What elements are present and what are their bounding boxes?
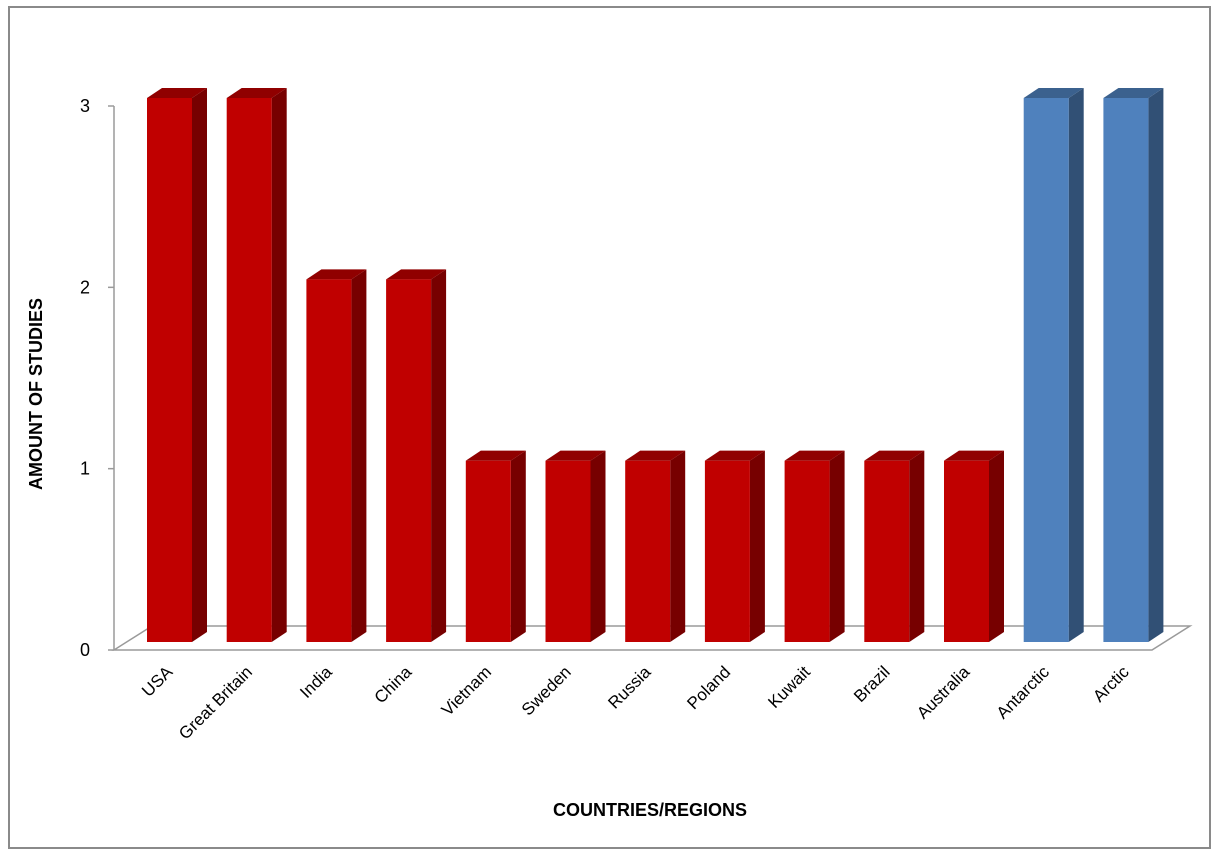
bar-front-face	[386, 279, 432, 642]
x-tick-label: China	[371, 662, 416, 707]
bar-front-face	[1103, 98, 1149, 642]
bar-antarctic	[1023, 88, 1084, 642]
bar-side-face	[670, 450, 686, 642]
x-tick-label: Antarctic	[993, 662, 1054, 723]
bar-side-face	[351, 269, 367, 642]
x-tick-label: Arctic	[1089, 662, 1133, 706]
bar-top-face	[864, 450, 925, 461]
bar-china	[386, 269, 447, 642]
x-axis-title: COUNTRIES/REGIONS	[553, 800, 747, 820]
bar-sweden	[545, 450, 606, 642]
bar-brazil	[864, 450, 925, 642]
bar-top-face	[704, 450, 765, 461]
bar-side-face	[590, 450, 606, 642]
bar-side-face	[271, 88, 287, 642]
bar-front-face	[944, 460, 989, 642]
bar-side-face	[989, 450, 1004, 642]
bar-arctic	[1103, 88, 1164, 642]
x-tick-label: Vietnam	[438, 662, 495, 719]
bar-side-face	[749, 450, 765, 642]
bar-top-face	[944, 450, 1004, 461]
bar-great-britain	[226, 88, 287, 642]
bar-top-face	[625, 450, 686, 461]
bar-front-face	[306, 279, 352, 642]
x-tick-label: USA	[138, 662, 177, 701]
bar-side-face	[829, 450, 845, 642]
bar-front-face	[465, 460, 511, 642]
bar-side-face	[510, 450, 526, 642]
bar-top-face	[784, 450, 845, 461]
y-axis-title: AMOUNT OF STUDIES	[26, 298, 46, 490]
bar-top-face	[1103, 88, 1164, 98]
chart-frame: 0 1 2 3 USA Great Britain India China Vietnam Swe…	[8, 6, 1211, 849]
bar-vietnam	[465, 450, 526, 642]
y-tick-label: 1	[80, 459, 90, 479]
bar-front-face	[864, 460, 910, 642]
bar-poland	[704, 450, 765, 642]
x-tick-label: Sweden	[518, 662, 575, 719]
y-tick-label: 0	[80, 640, 90, 660]
x-tick-label: Kuwait	[764, 662, 814, 712]
bar-front-face	[784, 460, 830, 642]
axes	[108, 105, 1193, 651]
bar-india	[306, 269, 367, 642]
bar-top-face	[306, 269, 367, 280]
x-tick-label: Brazil	[850, 662, 893, 705]
bar-australia	[944, 450, 1004, 642]
x-tick-label: Great Britain	[175, 662, 256, 743]
bar-front-face	[704, 460, 750, 642]
bar-side-face	[909, 450, 925, 642]
bar-usa	[147, 88, 207, 642]
bar-top-face	[545, 450, 606, 461]
bar-top-face	[1023, 88, 1084, 98]
bar-top-face	[147, 88, 207, 98]
bar-russia	[625, 450, 686, 642]
x-tick-label: Australia	[913, 662, 974, 723]
bar-side-face	[1148, 88, 1164, 642]
bar-front-face	[1023, 98, 1069, 642]
bar-kuwait	[784, 450, 845, 642]
x-tick-label: Russia	[604, 662, 655, 713]
bar-side-face	[431, 269, 447, 642]
bar-top-face	[386, 269, 447, 280]
bar-side-face	[192, 88, 207, 642]
y-tick-label: 2	[80, 277, 90, 297]
y-tick-label: 3	[80, 96, 90, 116]
x-tick-label: India	[296, 662, 336, 702]
bar-top-face	[465, 450, 526, 461]
bar-front-face	[625, 460, 671, 642]
chart-floor	[111, 625, 1193, 651]
bars	[147, 88, 1164, 642]
bar-side-face	[1068, 88, 1084, 642]
bar-front-face	[226, 98, 272, 642]
bar-front-face	[545, 460, 591, 642]
bar-top-face	[226, 88, 287, 98]
x-tick-label: Poland	[683, 662, 734, 713]
bar-front-face	[147, 98, 192, 642]
